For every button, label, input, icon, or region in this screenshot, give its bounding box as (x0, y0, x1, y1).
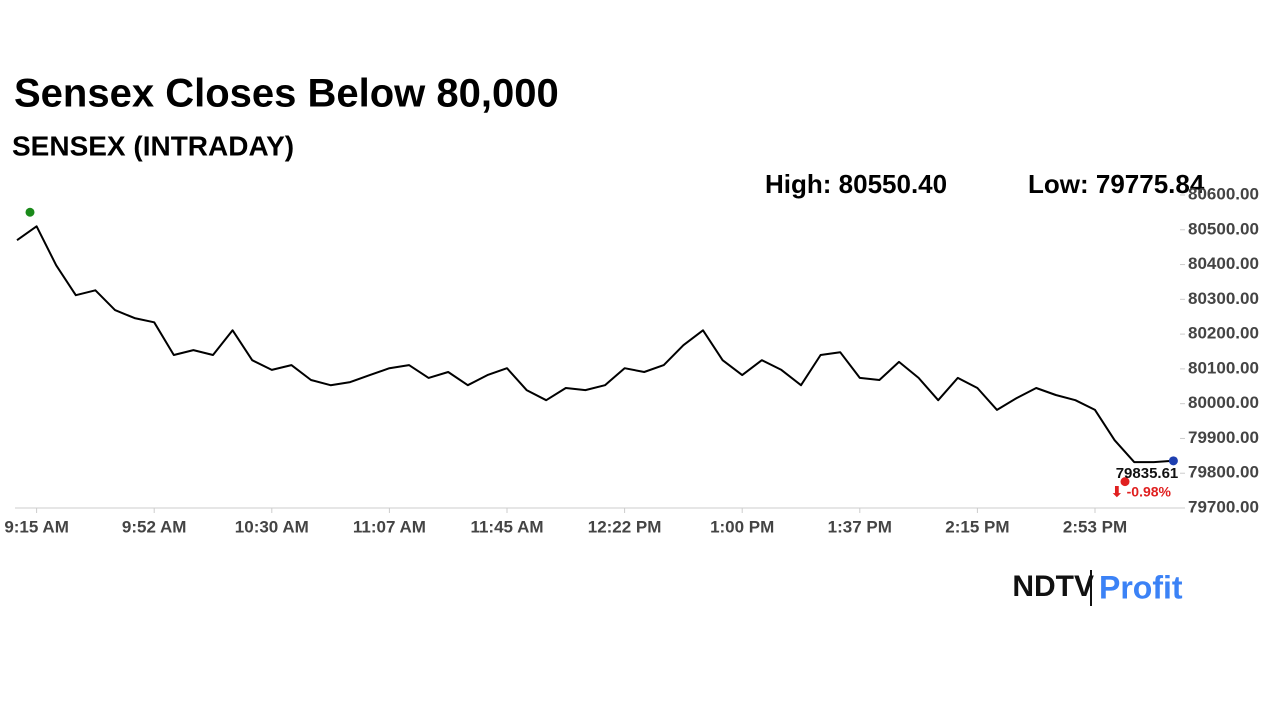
logo-profit: Profit (1099, 569, 1183, 605)
y-tick-label: 80400.00 (1188, 254, 1259, 273)
y-tick-label: 80600.00 (1188, 184, 1259, 203)
x-tick-label: 9:52 AM (122, 517, 187, 536)
high-dot (25, 207, 35, 217)
x-tick-label: 11:07 AM (353, 517, 426, 536)
x-tick-label: 1:00 PM (710, 517, 774, 536)
logo-ndtv: NDTV (1012, 570, 1094, 603)
y-tick-label: 80200.00 (1188, 324, 1259, 343)
x-tick-label: 1:37 PM (828, 517, 892, 536)
last-dot (1168, 456, 1178, 466)
x-tick-label: 2:53 PM (1063, 517, 1127, 536)
y-tick-label: 80000.00 (1188, 393, 1259, 412)
y-tick-label: 79900.00 (1188, 428, 1259, 447)
y-tick-label: 79800.00 (1188, 463, 1259, 482)
change-label: ⬇ -0.98% (1111, 484, 1172, 500)
y-tick-label: 80100.00 (1188, 358, 1259, 377)
y-tick-label: 80500.00 (1188, 219, 1259, 238)
chart-subtitle: SENSEX (INTRADAY) (12, 130, 294, 161)
x-tick-label: 9:15 AM (4, 517, 69, 536)
x-tick-label: 10:30 AM (235, 517, 309, 536)
x-tick-label: 11:45 AM (470, 517, 543, 536)
y-tick-label: 79700.00 (1188, 497, 1259, 516)
low-dot (1120, 477, 1130, 487)
price-line (16, 225, 1174, 464)
x-tick-label: 2:15 PM (945, 517, 1009, 536)
x-tick-label: 12:22 PM (588, 517, 662, 536)
high-annotation: High: 80550.40 (765, 169, 947, 199)
last-value-label: 79835.61 (1116, 465, 1179, 482)
chart-title: Sensex Closes Below 80,000 (14, 72, 559, 116)
y-tick-label: 80300.00 (1188, 289, 1259, 308)
low-annotation: Low: 79775.84 (1028, 169, 1205, 199)
